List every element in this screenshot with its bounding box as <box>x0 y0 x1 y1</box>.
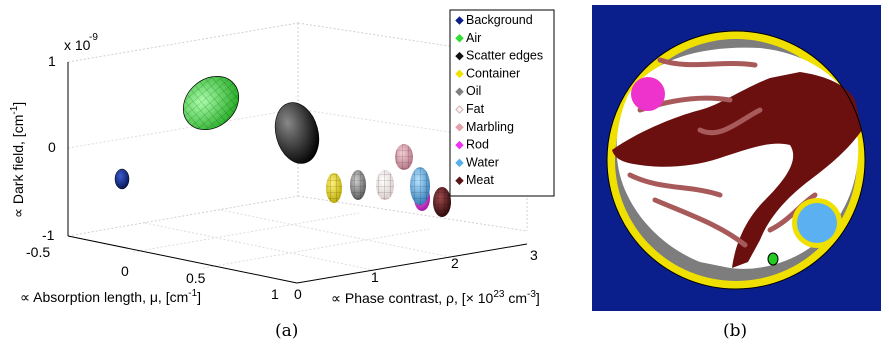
ellipsoid-water <box>410 167 430 205</box>
legend-marker <box>455 51 464 61</box>
x-tick-label: -0.5 <box>26 244 50 260</box>
x-axis-label: ∝ Absorption length, μ, [cm-1] <box>20 288 201 305</box>
scale-note: x 10 -9 <box>64 32 98 53</box>
air-region <box>767 252 779 266</box>
legend-label: Water <box>466 155 499 169</box>
x-tick-label: 0 <box>121 263 129 279</box>
x-tick-label: 1 <box>271 286 279 302</box>
legend-marker <box>455 123 464 132</box>
y-tick-label: 1 <box>371 269 379 285</box>
legend: Background Air Scatter edges Container Oil Fa… <box>449 9 555 197</box>
y-tick-label: 3 <box>530 247 538 263</box>
ellipsoid-container <box>326 173 342 203</box>
ellipsoid-air <box>182 76 240 130</box>
legend-item-background: Background <box>455 13 533 27</box>
x-tick-labels: -0.5 0 0.5 1 <box>26 244 279 302</box>
legend-label: Background <box>466 13 533 27</box>
legend-label: Meat <box>466 173 494 187</box>
segmentation-image <box>592 5 881 311</box>
ellipsoid-fat <box>376 170 394 200</box>
legend-label: Oil <box>466 84 481 98</box>
legend-marker <box>455 158 464 168</box>
legend-item-meat: Meat <box>455 173 494 187</box>
scale-note-exponent: -9 <box>89 32 98 43</box>
ellipsoid-marbling <box>395 144 413 170</box>
ellipsoid-scatter-edges <box>274 102 320 164</box>
x-tick-label: 0.5 <box>186 270 206 286</box>
legend-label: Fat <box>466 102 485 116</box>
z-tick-labels: 1 0 -1 <box>42 53 56 243</box>
legend-item-water: Water <box>455 155 499 169</box>
legend-item-container: Container <box>455 66 520 80</box>
ellipsoid-oil <box>350 170 366 200</box>
y-tick-label: 2 <box>451 255 459 271</box>
legend-item-rod: Rod <box>455 138 489 152</box>
z-tick-label: -1 <box>42 227 55 243</box>
legend-item-marbling: Marbling <box>455 120 514 134</box>
container-outline <box>606 30 866 290</box>
legend-item-scatter-edges: Scatter edges <box>455 49 543 63</box>
y-axis-label: ∝ Phase contrast, ρ, [× 1023 cm-3] <box>331 289 540 306</box>
legend-item-oil: Oil <box>455 84 481 98</box>
y-tick-label: 0 <box>294 286 302 302</box>
y-tick-labels: 0 1 2 3 <box>294 247 538 302</box>
legend-marker <box>455 69 464 79</box>
ellipsoid-background <box>114 168 130 190</box>
legend-marker <box>455 16 464 25</box>
caption-a: (a) <box>275 321 298 341</box>
z-tick-label: 0 <box>48 139 56 155</box>
caption-b: (b) <box>723 321 747 341</box>
legend-label: Marbling <box>466 120 514 134</box>
rod-region <box>631 77 665 111</box>
ellipsoid-meat <box>433 187 451 217</box>
legend-label: Container <box>466 66 520 80</box>
scale-note-text: x 10 <box>64 37 91 53</box>
legend-marker <box>455 140 464 150</box>
z-axis-label: ∝ Dark field, [cm-1] <box>9 102 26 218</box>
legend-label: Air <box>466 31 481 45</box>
legend-marker <box>455 105 464 114</box>
z-tick-label: 1 <box>48 53 56 69</box>
ellipsoid-group <box>114 76 451 217</box>
legend-label: Scatter edges <box>466 49 543 63</box>
legend-marker <box>455 176 464 185</box>
legend-item-fat: Fat <box>455 102 485 116</box>
water-region <box>797 203 837 243</box>
legend-item-air: Air <box>455 31 481 45</box>
legend-label: Rod <box>466 138 489 152</box>
legend-marker <box>455 87 464 96</box>
meat-band <box>612 72 862 268</box>
legend-marker <box>455 34 464 43</box>
